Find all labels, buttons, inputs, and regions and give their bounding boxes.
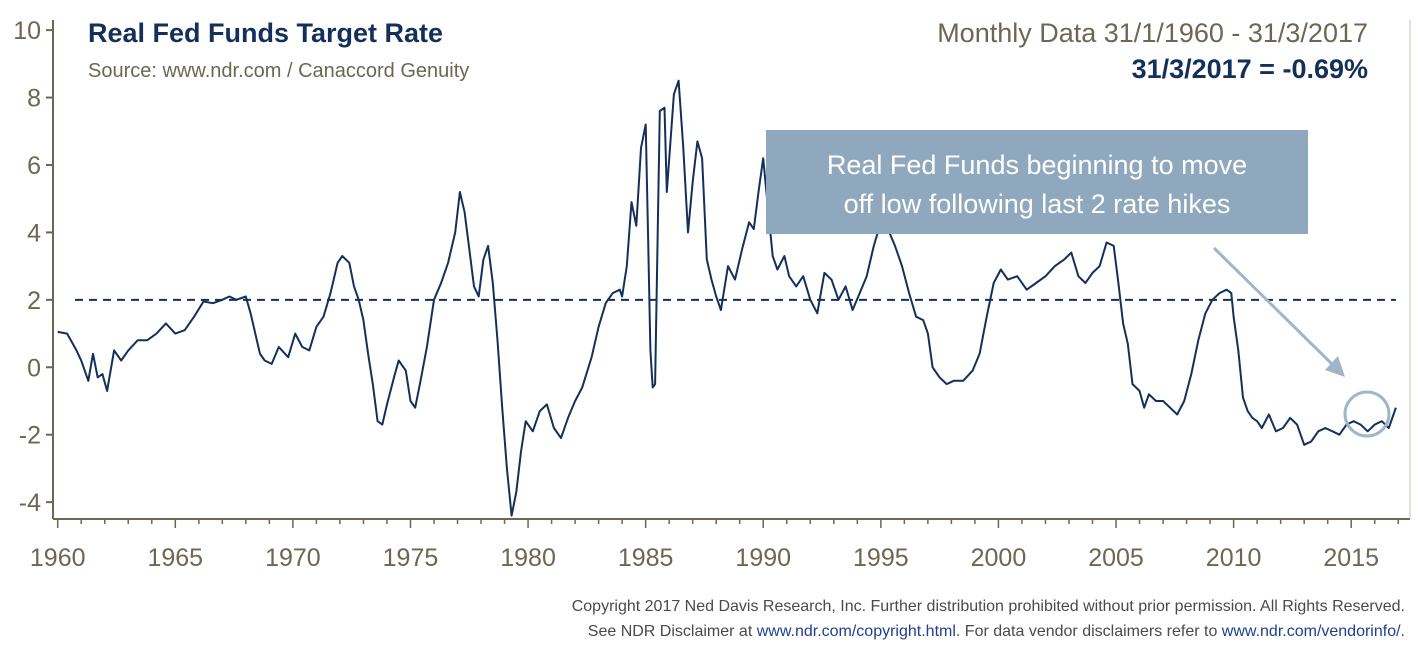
x-tick-label: 1970: [265, 544, 321, 572]
y-axis-ticks: -4 -2 0 2 4 6 8 10: [13, 17, 53, 517]
y-tick-label: 2: [27, 287, 41, 315]
x-tick-label: 2005: [1088, 544, 1144, 572]
y-tick-label: 0: [27, 354, 41, 382]
y-tick-label: 4: [27, 219, 41, 247]
x-tick-label: 1995: [853, 544, 909, 572]
callout-line-1: Real Fed Funds beginning to move: [827, 150, 1247, 180]
footer-link-copyright[interactable]: www.ndr.com/copyright.html: [756, 623, 956, 640]
footer-link-vendorinfo[interactable]: www.ndr.com/vendorinfo/: [1221, 623, 1401, 640]
x-tick-label: 1965: [147, 544, 203, 572]
x-tick-label: 2015: [1323, 544, 1379, 572]
chart-source: Source: www.ndr.com / Canaccord Genuity: [88, 60, 469, 82]
footer-text-b: . For data vendor disclaimers refer to: [956, 623, 1222, 640]
y-tick-label: 10: [13, 17, 41, 45]
callout-arrow: [1212, 246, 1338, 370]
x-tick-label: 2000: [971, 544, 1027, 572]
x-axis-ticks: 1960 1965 1970 1975 1980 1985 1990 1995 2000 2005…: [30, 519, 1399, 572]
date-range: Monthly Data 31/1/1960 - 31/3/2017: [937, 18, 1368, 48]
y-tick-label: 6: [27, 152, 41, 180]
chart-title: Real Fed Funds Target Rate: [88, 18, 443, 48]
footer-text-c: .: [1401, 623, 1405, 640]
footer-disclaimer: See NDR Disclaimer at www.ndr.com/copyri…: [588, 623, 1405, 640]
highlight-circle: [1343, 390, 1391, 438]
latest-value: 31/3/2017 = -0.69%: [1132, 54, 1368, 84]
callout-box: [766, 130, 1308, 234]
footer-text-a: See NDR Disclaimer at: [588, 623, 757, 640]
series-line-real-fed-funds: [57, 79, 1397, 517]
x-tick-label: 1975: [383, 544, 439, 572]
footer-copyright: Copyright 2017 Ned Davis Research, Inc. …: [572, 598, 1405, 615]
y-tick-label: -4: [19, 489, 41, 517]
x-tick-label: 1960: [30, 544, 86, 572]
callout-line-2: off low following last 2 rate hikes: [844, 189, 1231, 219]
callout-arrow-head: [1325, 356, 1345, 377]
y-tick-label: -2: [19, 422, 41, 450]
x-tick-label: 1990: [735, 544, 791, 572]
x-tick-label: 1980: [500, 544, 556, 572]
x-tick-label: 1985: [618, 544, 674, 572]
y-tick-label: 8: [27, 85, 41, 113]
x-tick-label: 2010: [1206, 544, 1262, 572]
